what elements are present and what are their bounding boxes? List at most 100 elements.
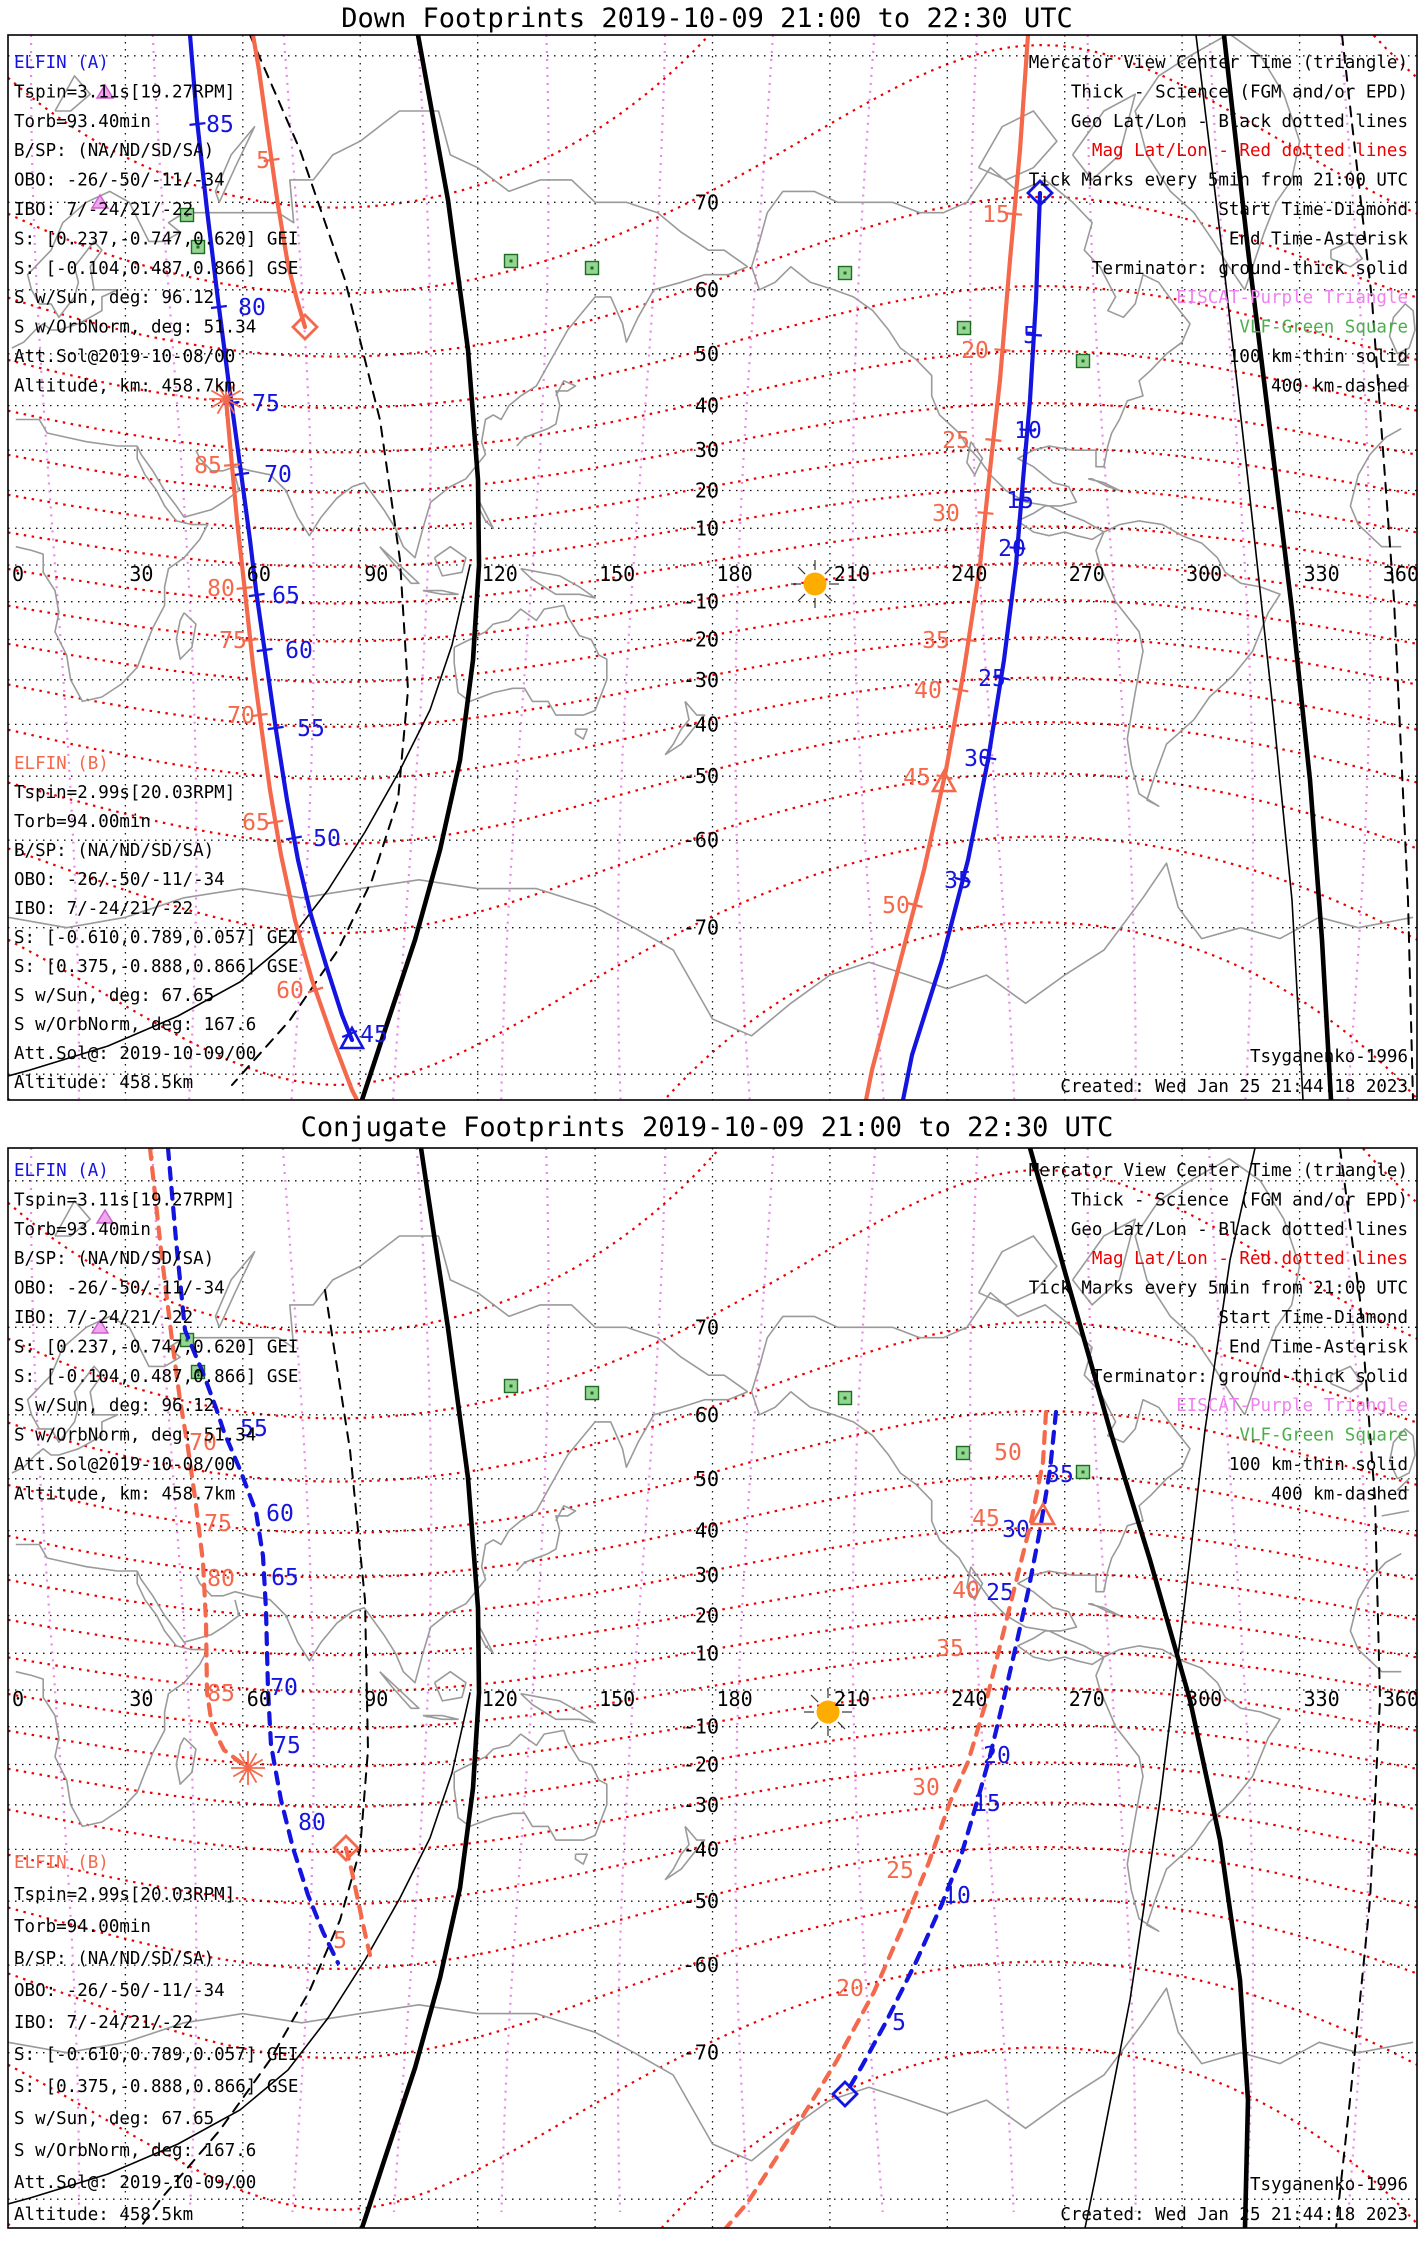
coastline: [1388, 303, 1416, 355]
lat-axis-label: -10: [683, 1715, 719, 1739]
coastline: [453, 604, 608, 716]
elfin-a-info-line: Torb=93.40min: [14, 1220, 151, 1240]
mag-lat-line: [8, 402, 1417, 494]
mag-lon-line: [1208, 35, 1255, 1100]
mag-lon-line: [151, 1148, 198, 2213]
coastline: [1381, 385, 1410, 392]
elfin-b-info-line: B/SP: (NA/ND/SD/SA): [14, 841, 214, 861]
elfin-b-info-line: OBO: -26/-50/-11/-34: [14, 1981, 225, 2001]
track-tick: [985, 438, 1002, 442]
lon-axis-label: 180: [717, 562, 753, 586]
elfin-b-info-line: S w/Sun, deg: 67.65: [14, 2109, 214, 2129]
lon-axis-label: 270: [1069, 1687, 1105, 1711]
eiscat-site-triangle: [95, 1208, 115, 1224]
mag-lon-line: [969, 35, 1016, 1100]
elfin-a-info-line: S: [-0.104,0.487,0.866] GSE: [14, 1367, 298, 1387]
lat-axis-label: -40: [683, 712, 719, 736]
coastline: [664, 700, 706, 756]
coastline: [750, 1291, 1191, 1666]
track-tick-label: 35: [936, 1636, 964, 1662]
track-tick-label: 5: [256, 148, 270, 174]
track-tick-label: 45: [360, 1022, 388, 1048]
terminator-thin: [1084, 1148, 1256, 2228]
lat-axis-label: 60: [695, 278, 719, 302]
coastline: [1349, 1552, 1402, 1673]
panel-title: Down Footprints 2019-10-09 21:00 to 22:3…: [341, 3, 1073, 34]
terminator-dashed: [231, 35, 410, 1086]
legend-line: Mercator View Center Time (triangle): [1029, 53, 1408, 73]
track-tick: [263, 157, 280, 163]
lat-axis-label: 60: [695, 1403, 719, 1427]
terminator-thick: [359, 35, 482, 1100]
panel-border: [7, 1147, 1418, 2229]
lon-axis-label: 60: [247, 1687, 271, 1711]
start-time-diamond: [831, 2080, 859, 2108]
track-tick: [1013, 498, 1030, 502]
coastline: [516, 380, 577, 447]
track-tick-label: 50: [994, 1440, 1022, 1466]
coastline: [1349, 427, 1402, 548]
legend-line: 100 km-thin solid: [1229, 1455, 1408, 1475]
lon-axis-label: 240: [951, 1687, 987, 1711]
track-tick-label: 75: [219, 628, 247, 654]
lat-axis-label: -50: [683, 1889, 719, 1913]
coastline: [966, 441, 984, 476]
track-tick: [960, 637, 977, 643]
mag-lat-line: [8, 720, 1417, 846]
track-tick-label: 40: [952, 1578, 980, 1604]
track-tick: [223, 463, 240, 467]
legend-line: End Time-Asterisk: [1229, 229, 1409, 249]
lon-axis-label: 150: [599, 1687, 635, 1711]
lat-axis-label: -70: [683, 2041, 719, 2065]
track-tick-label: 25: [978, 666, 1006, 692]
track-tick: [210, 304, 227, 310]
coastline: [966, 1566, 984, 1601]
track-tick-label: 10: [943, 1883, 971, 1909]
coastline: [15, 446, 209, 703]
track-tick-label: 65: [242, 810, 270, 836]
lat-axis-label: -30: [683, 668, 719, 692]
mag-lon-line: [851, 35, 885, 1100]
elfin-a-info-line: Torb=93.40min: [14, 112, 151, 132]
coastline: [1330, 240, 1363, 268]
mag-lon-line: [281, 1148, 315, 2213]
elfin-a-info-line: ELFIN (A): [14, 1161, 109, 1181]
track-elfinB-start: [250, 35, 308, 330]
lon-axis-label: 90: [364, 1687, 388, 1711]
coastline: [1396, 353, 1410, 366]
mag-lon-line: [282, 35, 315, 1100]
created-timestamp: Created: Wed Jan 25 21:44:18 2023: [1060, 1077, 1408, 1097]
elfin-b-info-line: B/SP: (NA/ND/SD/SA): [14, 1949, 214, 1969]
start-time-diamond: [291, 313, 319, 341]
center-time-triangle: [338, 1025, 366, 1050]
track-tick-label: 75: [273, 1733, 301, 1759]
coastline: [15, 1571, 209, 1828]
coastline: [195, 1391, 748, 1684]
lon-axis-label: 270: [1069, 562, 1105, 586]
track-tick: [977, 511, 994, 515]
end-time-asterisk: [209, 382, 243, 416]
track-elfinA-right-conj: [845, 1409, 1059, 2093]
track-elfinA-left: [187, 35, 355, 1043]
coastline: [1071, 1218, 1136, 1306]
track-tick-label: 35: [944, 868, 972, 894]
elfin-b-info-line: Torb=94.00min: [14, 812, 151, 832]
track-tick-label: 60: [276, 978, 304, 1004]
track-tick-label: 35: [1046, 1462, 1074, 1488]
sun-symbol: [791, 560, 839, 608]
start-time-diamond: [1026, 179, 1054, 207]
legend-line: Geo Lat/Lon - Black dotted lines: [1071, 112, 1408, 132]
elfin-b-info-line: S w/Sun, deg: 67.65: [14, 986, 214, 1006]
lon-axis-label: 30: [129, 1687, 153, 1711]
coastline: [1088, 1603, 1121, 1617]
coastline: [54, 75, 91, 112]
track-tick-label: 70: [227, 703, 255, 729]
lat-axis-label: 30: [695, 1563, 719, 1587]
coastline: [1071, 93, 1136, 181]
track-tick-label: 25: [886, 1858, 914, 1884]
lat-axis-label: 50: [695, 342, 719, 366]
model-credit: Tsyganenko-1996: [1250, 2175, 1408, 2195]
track-tick: [236, 586, 253, 590]
legend-line: Start Time-Diamond: [1218, 1308, 1408, 1328]
